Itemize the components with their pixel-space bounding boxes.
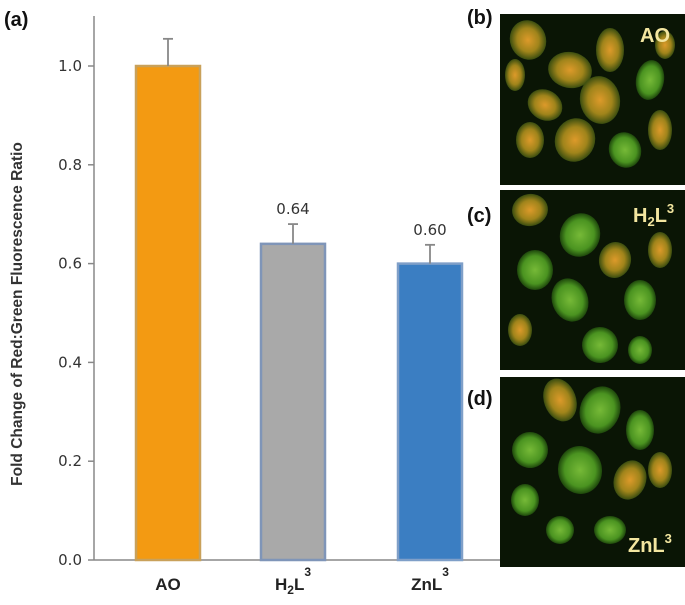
cell-shape [624,280,656,320]
y-axis-title: Fold Change of Red:Green Fluorescence Ra… [9,142,26,486]
y-tick-group: 0.0 0.2 0.4 0.6 0.8 1.0 [58,57,94,569]
micrograph-d [500,377,685,567]
cell-shape [508,314,532,346]
cell-shape [554,118,596,162]
cell-shape [648,232,672,268]
category-label-2: ZnL3 [411,565,449,594]
panel-label-a: (a) [4,9,28,31]
micrograph-d-caption: ZnL3 [628,531,672,557]
data-label-2: 0.60 [413,221,446,239]
cell-shape [628,336,652,364]
cell-shape [596,28,624,72]
cell-shape [548,51,592,89]
cell-shape [551,278,589,322]
error-bar-group [163,37,435,264]
bar-0 [134,64,202,562]
y-tick-label: 1.0 [58,57,82,75]
panel-label-c: (c) [467,205,491,227]
data-label-group: 0.64 0.60 [276,200,446,239]
cell-shape [509,20,547,60]
cell-shape [648,452,672,488]
cell-shape [512,432,548,468]
bar-2 [396,262,464,562]
y-tick-label: 0.4 [58,353,82,371]
y-tick-label: 0.6 [58,255,82,273]
data-label-1: 0.64 [276,200,309,218]
cell-shape [543,378,577,422]
cell-shape [546,516,574,544]
cell-shape [635,60,665,100]
bar-1 [259,242,327,562]
panel-label-d: (d) [467,388,493,410]
cell-shape [516,122,544,158]
cell-shape [626,410,654,450]
cell-shape [527,89,563,121]
cell-shape [598,242,632,278]
cell-shape [608,132,642,168]
y-tick-label: 0.2 [58,452,82,470]
cell-shape [559,213,601,257]
cell-shape [512,193,548,227]
cell-shape [579,76,621,124]
cell-shape [511,484,539,516]
micrograph-c-caption: H2L3 [633,201,674,229]
y-tick-label: 0.8 [58,156,82,174]
cell-shape [655,31,675,59]
panel-label-b: (b) [467,7,493,29]
cell-shape [582,327,618,363]
category-label-1: H2L3 [275,565,311,597]
cell-shape [579,386,621,434]
y-tick-label: 0.0 [58,551,82,569]
cell-shape [517,250,553,290]
micrograph-b-caption: AO [640,25,670,47]
cell-shape [613,460,647,500]
cell-shape [505,59,525,91]
bar-group [134,64,464,562]
category-label-0: AO [155,575,181,594]
cell-shape [648,110,672,150]
micrograph-c [500,190,685,370]
micrograph-b [500,14,685,185]
category-label-group: AO H2L3 ZnL3 [155,565,449,597]
cell-shape [557,446,603,494]
cell-shape [594,516,626,544]
